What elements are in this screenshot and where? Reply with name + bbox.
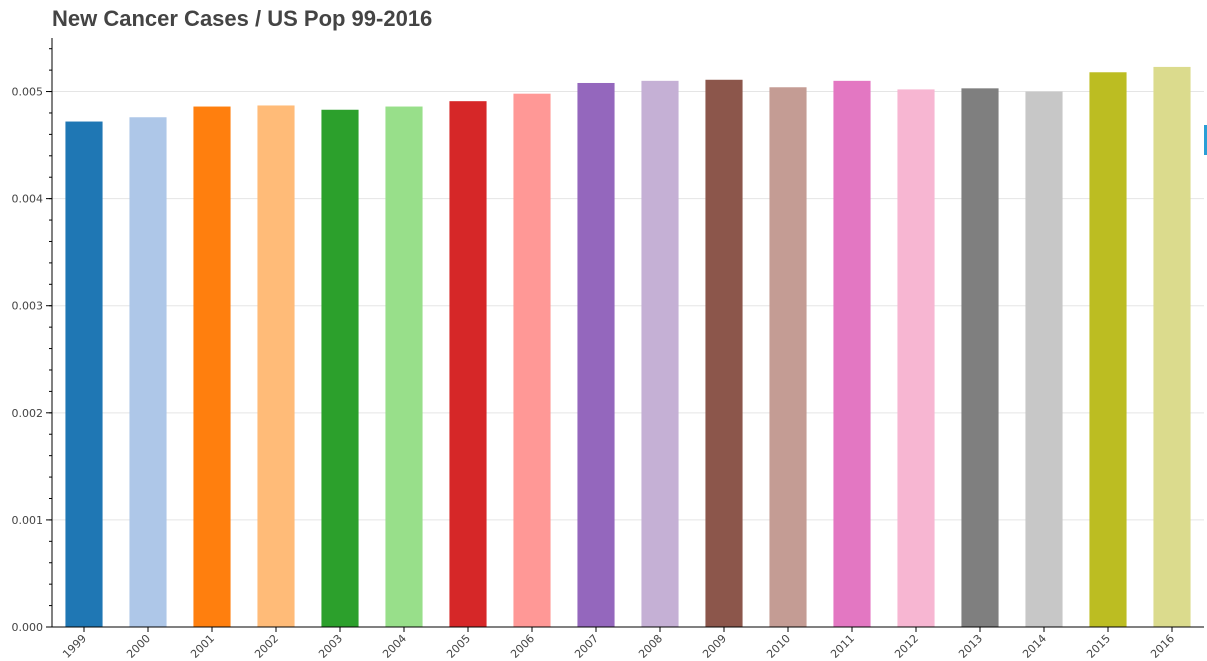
bar-2008 bbox=[641, 80, 679, 627]
y-axis-ticks: 0.000 0.001 0.002 0.003 0.004 0.005 bbox=[12, 48, 52, 634]
bar-2011 bbox=[833, 80, 871, 627]
grid-lines bbox=[52, 91, 1204, 521]
bar-series bbox=[65, 66, 1191, 628]
bar-2006 bbox=[513, 93, 551, 628]
bar-2004 bbox=[385, 106, 423, 627]
bar-2001 bbox=[193, 106, 231, 627]
y-tick-label: 0.005 bbox=[12, 86, 44, 99]
y-tick-label: 0.002 bbox=[12, 407, 44, 420]
x-tick-label: 2014 bbox=[1020, 632, 1049, 661]
y-tick-label: 0.000 bbox=[12, 621, 44, 634]
x-tick-label: 2013 bbox=[956, 632, 985, 661]
x-tick-label: 1999 bbox=[60, 632, 89, 661]
y-tick-label: 0.004 bbox=[12, 193, 44, 206]
x-tick-label: 2004 bbox=[380, 632, 409, 661]
x-tick-label: 2010 bbox=[764, 632, 793, 661]
bar-2016 bbox=[1153, 66, 1191, 627]
bar-2015 bbox=[1089, 72, 1127, 627]
bar-2000 bbox=[129, 117, 167, 627]
x-axis-ticks: 1999 2000 2001 2002 2003 2004 2005 2006 2007 2008… bbox=[60, 627, 1177, 661]
x-tick-label: 2012 bbox=[892, 632, 921, 661]
x-tick-label: 2015 bbox=[1084, 632, 1113, 661]
bar-2005 bbox=[449, 101, 487, 627]
bar-2013 bbox=[961, 88, 999, 628]
x-tick-label: 2002 bbox=[252, 632, 281, 661]
bar-2003 bbox=[321, 109, 359, 627]
x-tick-label: 2000 bbox=[124, 632, 153, 661]
x-tick-label: 2007 bbox=[572, 632, 601, 661]
bar-2012 bbox=[897, 89, 935, 628]
x-tick-label: 2006 bbox=[508, 632, 537, 661]
y-tick-label: 0.003 bbox=[12, 300, 44, 313]
y-tick-label: 0.001 bbox=[12, 514, 44, 527]
x-tick-label: 2016 bbox=[1148, 632, 1177, 661]
bar-2002 bbox=[257, 105, 295, 627]
x-tick-label: 2011 bbox=[828, 632, 857, 661]
x-tick-label: 2008 bbox=[636, 632, 665, 661]
bar-2007 bbox=[577, 82, 615, 628]
x-tick-label: 2001 bbox=[188, 632, 217, 661]
axes bbox=[51, 38, 1204, 628]
x-tick-label: 2005 bbox=[444, 632, 473, 661]
bar-2010 bbox=[769, 87, 807, 627]
chart-title: New Cancer Cases / US Pop 99-2016 bbox=[52, 6, 433, 31]
bar-2009 bbox=[705, 79, 743, 628]
x-tick-label: 2009 bbox=[700, 632, 729, 661]
bar-2014 bbox=[1025, 91, 1063, 627]
bar-1999 bbox=[65, 121, 103, 627]
x-tick-label: 2003 bbox=[316, 632, 345, 661]
toolbar-toggle[interactable] bbox=[1204, 125, 1207, 155]
